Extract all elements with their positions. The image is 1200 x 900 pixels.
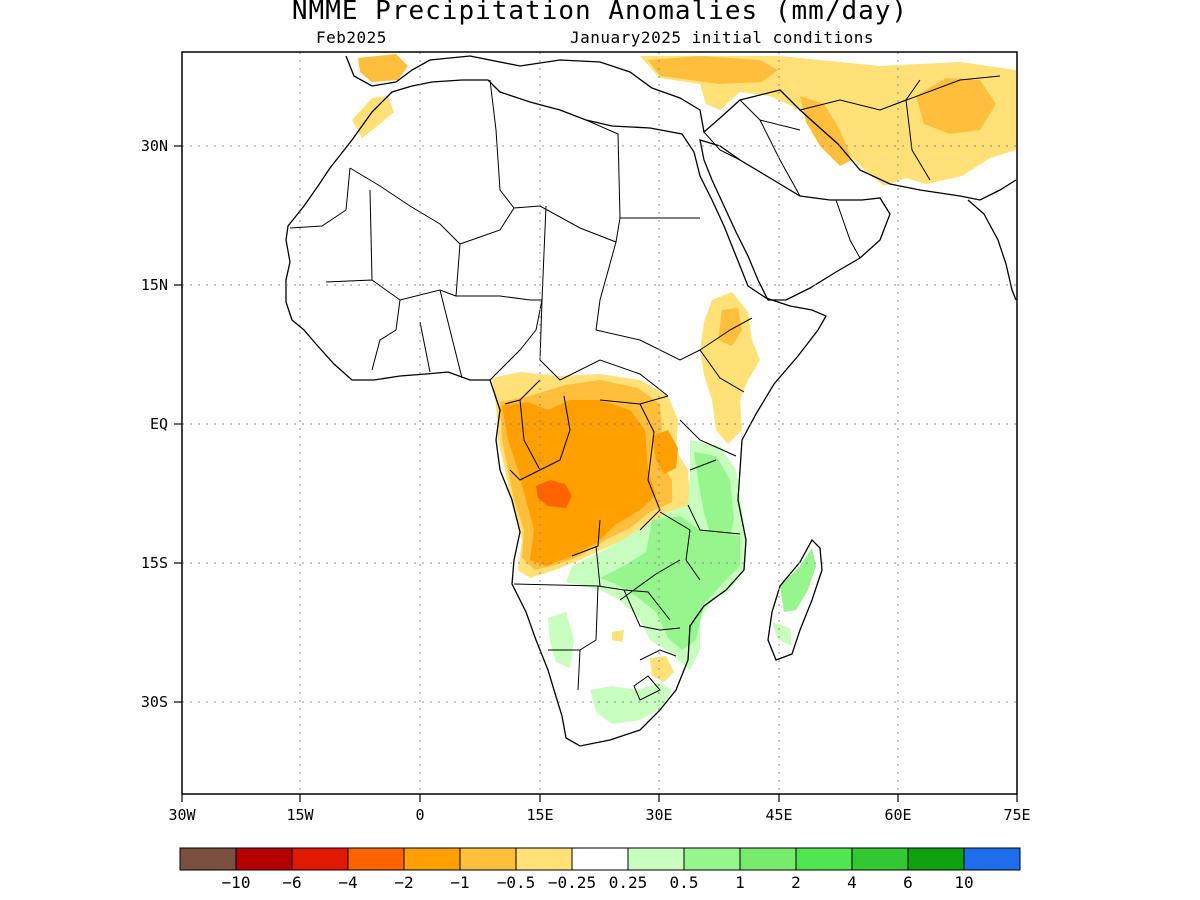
dry-anomaly-lesotho [650,656,674,682]
y-tick-label: 30S [141,693,168,711]
border-southern-africa [513,545,681,701]
moderate-dry-anomaly-iraq [800,96,852,166]
arabia-coastline [699,139,891,301]
colorbar-swatch [963,847,1021,871]
colorbar-swatch [739,847,797,871]
country-borders [289,75,1001,701]
iberia-eurasia-coastline [345,55,1017,201]
wet-anomaly-namibia [548,612,574,668]
map-title: NMME Precipitation Anomalies (mm/day) [291,0,909,26]
colorbar-label: −1 [450,873,469,892]
y-tick-label: 30N [141,137,168,155]
colorbar-swatch [795,847,853,871]
colorbar-label: 0.5 [670,873,699,892]
moderate-dry-anomaly-ethiopia [718,308,742,346]
x-tick-label: 45E [765,806,792,824]
x-tick-label: 15E [526,806,553,824]
y-tick-label: 15S [141,554,168,572]
colorbar-label: 4 [847,873,857,892]
colorbar-label: −4 [338,873,357,892]
colorbar-swatch [235,847,293,871]
colorbar-label: −10 [222,873,251,892]
border-west-africa [289,167,542,379]
x-axis-labels: 30W 15W 0 15E 30E 45E 60E 75E [168,806,1030,824]
wet-anomaly-madagascar-south [772,622,792,646]
anomaly-shading [352,54,1016,724]
wet-anomaly-south-africa [590,682,672,724]
moderate-dry-anomaly-iran [916,78,996,134]
x-tick-label: 30W [168,806,196,824]
moderate-wet-anomaly-mozambique [600,516,740,650]
colorbar-label: −2 [394,873,413,892]
x-tick-label: 15W [286,806,314,824]
dry-anomaly-morocco [352,96,394,138]
map-frame [181,51,1018,795]
dry-anomaly-botswana-spot [612,630,624,642]
colorbar-label: 0.25 [609,873,648,892]
dry-anomaly-ethiopia [700,292,760,444]
x-tick-label: 0 [415,806,424,824]
y-axis-labels: 30N 15N EQ 15S 30S [141,137,168,711]
y-tick-label: 15N [141,276,168,294]
colorbar-labels: −10 −6 −4 −2 −1 −0.5 −0.25 0.25 0.5 1 2 4 6 10 [222,873,974,892]
colorbar-label: −0.25 [548,873,596,892]
colorbar-swatch [683,847,741,871]
y-tick-label: EQ [150,415,168,433]
colorbar-label: −6 [282,873,301,892]
x-tick-label: 75E [1003,806,1030,824]
colorbar-swatch [907,847,965,871]
wet-anomaly-madagascar [780,548,816,612]
border-north-africa [349,79,701,361]
border-middle-east [703,75,1001,259]
colorbar-label: 2 [791,873,801,892]
colorbar-swatch [571,847,629,871]
india-coastline [967,199,1017,301]
moderate-wet-anomaly-tanzania [694,452,734,540]
colorbar-label: 6 [903,873,913,892]
colorbar-label: −0.5 [497,873,536,892]
colorbar-swatch [347,847,405,871]
severe-dry-anomaly-angola [536,480,572,508]
axis-ticks [174,145,1018,802]
x-tick-label: 60E [884,806,911,824]
madagascar-coastline [767,538,823,661]
x-tick-label: 30E [645,806,672,824]
colorbar [179,847,1021,871]
colorbar-swatch [627,847,685,871]
moderate-dry-anomaly-turkey [648,56,778,84]
dry-anomaly-iberia [358,54,408,82]
border-east-africa [659,317,753,581]
initial-conditions-label: January2025 initial conditions [570,28,874,47]
colorbar-swatch [291,847,349,871]
colorbar-swatch [179,847,237,871]
target-month-label: Feb2025 [316,28,387,47]
colorbar-label: 1 [735,873,745,892]
gridlines [182,52,1017,794]
colorbar-label: 10 [954,873,973,892]
colorbar-swatch [851,847,909,871]
colorbar-swatch [459,847,517,871]
africa-coastline [285,79,827,747]
dry-anomaly-east-congo-lake [652,430,678,474]
colorbar-swatch [515,847,573,871]
colorbar-swatch [403,847,461,871]
coastlines [285,55,1017,747]
